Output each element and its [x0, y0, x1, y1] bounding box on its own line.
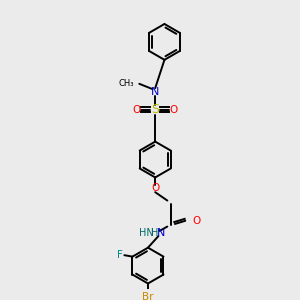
Text: O: O [151, 183, 159, 194]
Text: O: O [132, 105, 140, 115]
Text: CH₃: CH₃ [118, 79, 134, 88]
Text: Br: Br [142, 292, 154, 300]
Text: O: O [170, 105, 178, 115]
Text: N: N [157, 228, 166, 238]
Text: H: H [151, 228, 158, 238]
Text: N: N [151, 87, 159, 97]
Text: S: S [151, 103, 159, 116]
Text: O: O [193, 216, 201, 226]
Text: HN: HN [139, 228, 154, 238]
Text: F: F [117, 250, 123, 260]
